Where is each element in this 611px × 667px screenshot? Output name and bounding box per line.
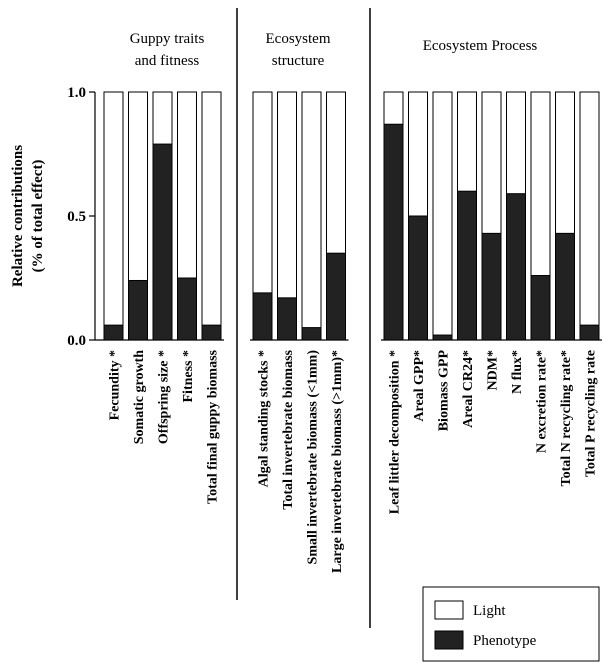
group-title: and fitness bbox=[135, 53, 200, 69]
bars bbox=[103, 91, 600, 341]
y-tick-label: 0.5 bbox=[67, 209, 86, 225]
group-title: Ecosystem Process bbox=[423, 38, 538, 54]
bar-phenotype bbox=[277, 297, 297, 341]
bar-light bbox=[103, 91, 124, 341]
y-axis-title-line1: Relative contributions bbox=[10, 145, 26, 287]
bar-phenotype bbox=[128, 279, 148, 341]
category-label: Total final guppy biomass bbox=[206, 349, 221, 503]
bar-light bbox=[579, 91, 600, 341]
bar-phenotype bbox=[152, 143, 173, 341]
category-label: NDM* bbox=[486, 350, 501, 390]
category-label: Total N recycling rate* bbox=[559, 350, 574, 486]
bar-light bbox=[201, 91, 222, 341]
group-titles: Guppy traits and fitness Ecosystem structur… bbox=[130, 31, 538, 69]
bar-phenotype bbox=[432, 334, 453, 341]
category-label: Leaf littler decomposition * bbox=[388, 350, 403, 514]
legend: Light Phenotype bbox=[422, 586, 600, 662]
legend-box bbox=[422, 586, 600, 662]
category-label: Fecundity * bbox=[108, 350, 123, 420]
category-label: Somatic growth bbox=[132, 350, 147, 444]
bar-phenotype bbox=[177, 277, 197, 341]
category-label: Biomass GPP bbox=[437, 350, 452, 432]
group-title: Ecosystem bbox=[266, 31, 331, 47]
bar-phenotype bbox=[201, 324, 222, 341]
group-title: structure bbox=[272, 53, 325, 69]
bar-phenotype bbox=[555, 232, 575, 341]
bar-phenotype bbox=[301, 327, 322, 341]
category-label: Total P recycling rate bbox=[584, 350, 599, 477]
bar-phenotype bbox=[579, 324, 600, 341]
bar-phenotype bbox=[481, 232, 502, 341]
legend-label: Light bbox=[473, 603, 506, 619]
group-title: Guppy traits bbox=[130, 31, 205, 47]
y-tick-label: 0.0 bbox=[67, 333, 86, 349]
bar-phenotype bbox=[326, 252, 346, 341]
bar-phenotype bbox=[383, 123, 404, 341]
category-label: Fitness * bbox=[181, 350, 196, 403]
bar-light bbox=[301, 91, 322, 341]
category-label: Large invertebrate biomass (>1mm)* bbox=[330, 350, 345, 573]
legend-swatch bbox=[434, 600, 464, 620]
category-label: Areal GPP* bbox=[412, 350, 427, 422]
bar-phenotype bbox=[252, 292, 273, 341]
category-labels: Fecundity * Somatic growth Offspring size … bbox=[108, 349, 599, 573]
group-dividers bbox=[236, 8, 371, 628]
category-label: Algal standing stocks * bbox=[257, 350, 272, 487]
category-label: N excretion rate* bbox=[535, 350, 550, 453]
category-label: N flux* bbox=[510, 350, 525, 394]
legend-swatch bbox=[434, 630, 464, 650]
y-axis-title-line2: (% of total effect) bbox=[30, 160, 46, 273]
category-label: Small invertebrate biomass (<1mm) bbox=[306, 350, 321, 565]
bar-phenotype bbox=[457, 190, 477, 341]
bar-phenotype bbox=[530, 275, 551, 341]
y-tick-label: 1.0 bbox=[67, 85, 86, 101]
legend-label: Phenotype bbox=[473, 633, 537, 649]
bar-phenotype bbox=[408, 215, 428, 341]
bar-light bbox=[432, 91, 453, 341]
bar-phenotype bbox=[506, 193, 526, 341]
category-label: Offspring size * bbox=[157, 350, 172, 444]
category-label: Total invertebrate biomass bbox=[281, 349, 296, 509]
bar-phenotype bbox=[103, 324, 124, 341]
category-label: Areal CR24* bbox=[461, 350, 476, 428]
